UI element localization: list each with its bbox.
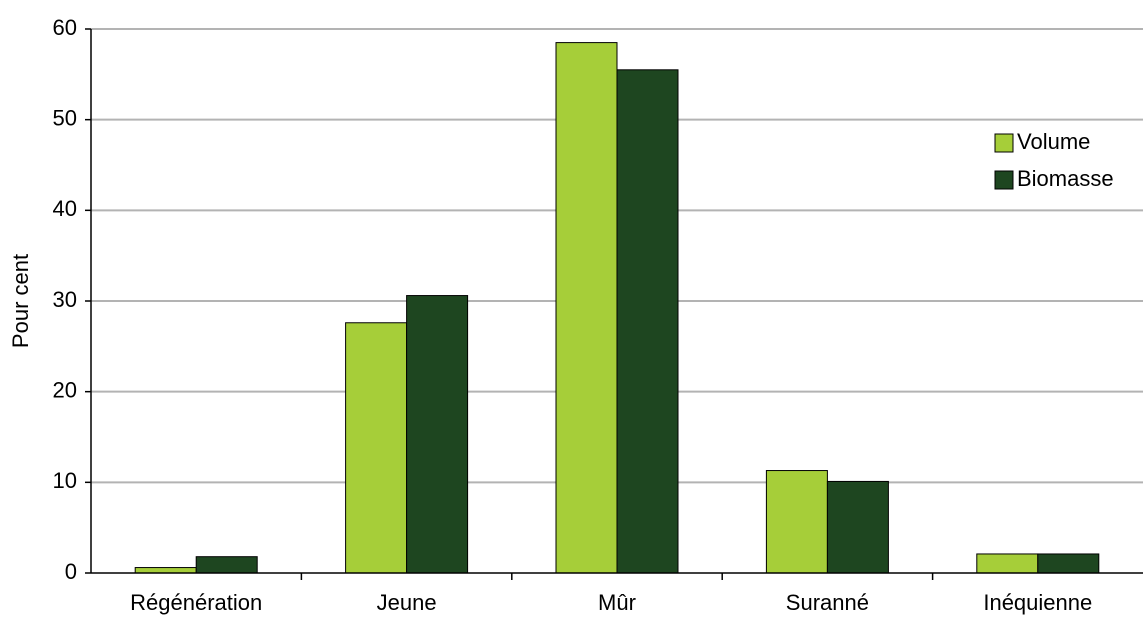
bar	[826, 480, 889, 574]
bar	[616, 69, 679, 574]
bar	[555, 42, 618, 574]
legend-label: Biomasse	[1017, 166, 1114, 191]
x-tick-label: Suranné	[786, 590, 869, 615]
x-tick-label: Mûr	[598, 590, 636, 615]
bar	[134, 567, 197, 574]
legend-swatch	[994, 133, 1014, 153]
x-tick-label: Jeune	[377, 590, 437, 615]
y-tick-label: 50	[53, 105, 77, 130]
bar	[195, 556, 258, 574]
y-axis-label: Pour cent	[8, 254, 33, 348]
legend-label: Volume	[1017, 129, 1090, 154]
y-tick-label: 10	[53, 468, 77, 493]
bar	[976, 553, 1039, 574]
bar	[765, 470, 828, 574]
legend-swatch	[994, 170, 1014, 190]
y-tick-label: 60	[53, 15, 77, 40]
bar	[345, 322, 408, 574]
x-tick-label: Inéquienne	[983, 590, 1092, 615]
x-tick-label: Régénération	[130, 590, 262, 615]
y-tick-label: 0	[65, 559, 77, 584]
y-tick-label: 40	[53, 196, 77, 221]
y-tick-label: 30	[53, 287, 77, 312]
bar	[1037, 553, 1100, 574]
y-tick-label: 20	[53, 377, 77, 402]
bar	[406, 295, 469, 574]
